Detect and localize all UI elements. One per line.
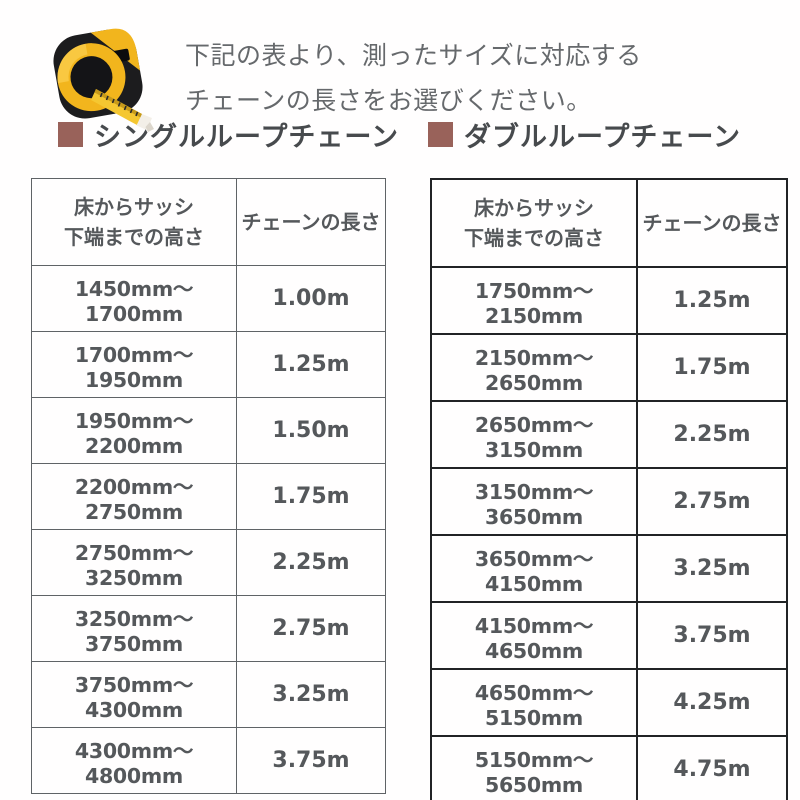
- intro-text: 下記の表より、測ったサイズに対応する チェーンの長さをお選びください。: [185, 33, 765, 123]
- header-chain-length: チェーンの長さ: [236, 178, 386, 266]
- size-range-cell: 1700mm〜1950mm: [31, 331, 237, 398]
- size-range-cell: 3650mm〜4150mm: [430, 534, 638, 603]
- table-row: 1450mm〜1700mm 1.00m: [31, 265, 386, 332]
- size-range-cell: 1950mm〜2200mm: [31, 397, 237, 464]
- chain-length-cell: 2.75m: [236, 595, 386, 662]
- table-row: 1700mm〜1950mm 1.25m: [31, 331, 386, 398]
- table-row: 3650mm〜4150mm 3.25m: [430, 534, 788, 603]
- table-row: 1950mm〜2200mm 1.50m: [31, 397, 386, 464]
- table-row: 3750mm〜4300mm 3.25m: [31, 661, 386, 728]
- table-row: 3150mm〜3650mm 2.75m: [430, 467, 788, 536]
- section-title-label: シングルループチェーン: [94, 121, 400, 153]
- header-line: 床からサッシ: [74, 195, 194, 219]
- size-range-cell: 2750mm〜3250mm: [31, 529, 237, 596]
- section-title-single-loop: シングルループチェーン: [58, 118, 399, 153]
- chain-length-cell: 1.25m: [636, 266, 788, 335]
- header-line: 床からサッシ: [474, 196, 594, 220]
- chain-length-cell: 1.25m: [236, 331, 386, 398]
- header-line: 下端までの高さ: [64, 225, 204, 249]
- header-height-range: 床からサッシ 下端までの高さ: [31, 178, 237, 266]
- section-title-label: ダブルループチェーン: [464, 121, 742, 153]
- chain-length-cell: 1.00m: [236, 265, 386, 332]
- size-range-cell: 4300mm〜4800mm: [31, 727, 237, 794]
- chain-length-cell: 4.25m: [636, 668, 788, 737]
- chain-length-cell: 3.75m: [636, 601, 788, 670]
- header-line: 下端までの高さ: [464, 226, 604, 250]
- size-range-cell: 2650mm〜3150mm: [430, 400, 638, 469]
- size-range-cell: 5150mm〜5650mm: [430, 735, 638, 800]
- chain-length-cell: 3.25m: [236, 661, 386, 728]
- table-row: 2150mm〜2650mm 1.75m: [430, 333, 788, 402]
- double-loop-size-table: 床からサッシ 下端までの高さ チェーンの長さ 1750mm〜2150mm 1.2…: [430, 178, 788, 800]
- size-range-cell: 2200mm〜2750mm: [31, 463, 237, 530]
- table-row: 2650mm〜3150mm 2.25m: [430, 400, 788, 469]
- chain-length-cell: 2.25m: [236, 529, 386, 596]
- single-loop-size-table: 床からサッシ 下端までの高さ チェーンの長さ 1450mm〜1700mm 1.0…: [31, 178, 386, 794]
- accent-square-icon: [58, 121, 83, 147]
- chain-length-cell: 1.75m: [636, 333, 788, 402]
- chain-length-cell: 3.25m: [636, 534, 788, 603]
- size-range-cell: 4150mm〜4650mm: [430, 601, 638, 670]
- accent-square-icon: [428, 121, 453, 147]
- size-range-cell: 2150mm〜2650mm: [430, 333, 638, 402]
- chain-length-cell: 2.75m: [636, 467, 788, 536]
- header-height-range: 床からサッシ 下端までの高さ: [430, 178, 638, 268]
- table-row: 4150mm〜4650mm 3.75m: [430, 601, 788, 670]
- section-title-double-loop: ダブルループチェーン: [428, 118, 741, 153]
- chain-length-cell: 1.50m: [236, 397, 386, 464]
- size-range-cell: 3150mm〜3650mm: [430, 467, 638, 536]
- table-header-row: 床からサッシ 下端までの高さ チェーンの長さ: [31, 178, 386, 266]
- table-row: 5150mm〜5650mm 4.75m: [430, 735, 788, 800]
- size-range-cell: 3750mm〜4300mm: [31, 661, 237, 728]
- table-row: 2200mm〜2750mm 1.75m: [31, 463, 386, 530]
- intro-line-1: 下記の表より、測ったサイズに対応する: [185, 41, 642, 70]
- table-row: 1750mm〜2150mm 1.25m: [430, 266, 788, 335]
- size-range-cell: 1750mm〜2150mm: [430, 266, 638, 335]
- size-range-cell: 1450mm〜1700mm: [31, 265, 237, 332]
- table-header-row: 床からサッシ 下端までの高さ チェーンの長さ: [430, 178, 788, 268]
- size-range-cell: 4650mm〜5150mm: [430, 668, 638, 737]
- table-row: 2750mm〜3250mm 2.25m: [31, 529, 386, 596]
- chain-length-cell: 1.75m: [236, 463, 386, 530]
- table-row: 4650mm〜5150mm 4.25m: [430, 668, 788, 737]
- intro-line-2: チェーンの長さをお選びください。: [185, 86, 592, 115]
- table-row: 3250mm〜3750mm 2.75m: [31, 595, 386, 662]
- header-chain-length: チェーンの長さ: [636, 178, 788, 268]
- chain-length-cell: 2.25m: [636, 400, 788, 469]
- table-row: 4300mm〜4800mm 3.75m: [31, 727, 386, 794]
- size-range-cell: 3250mm〜3750mm: [31, 595, 237, 662]
- chain-length-cell: 3.75m: [236, 727, 386, 794]
- tape-measure-icon: [44, 26, 169, 136]
- chain-length-cell: 4.75m: [636, 735, 788, 800]
